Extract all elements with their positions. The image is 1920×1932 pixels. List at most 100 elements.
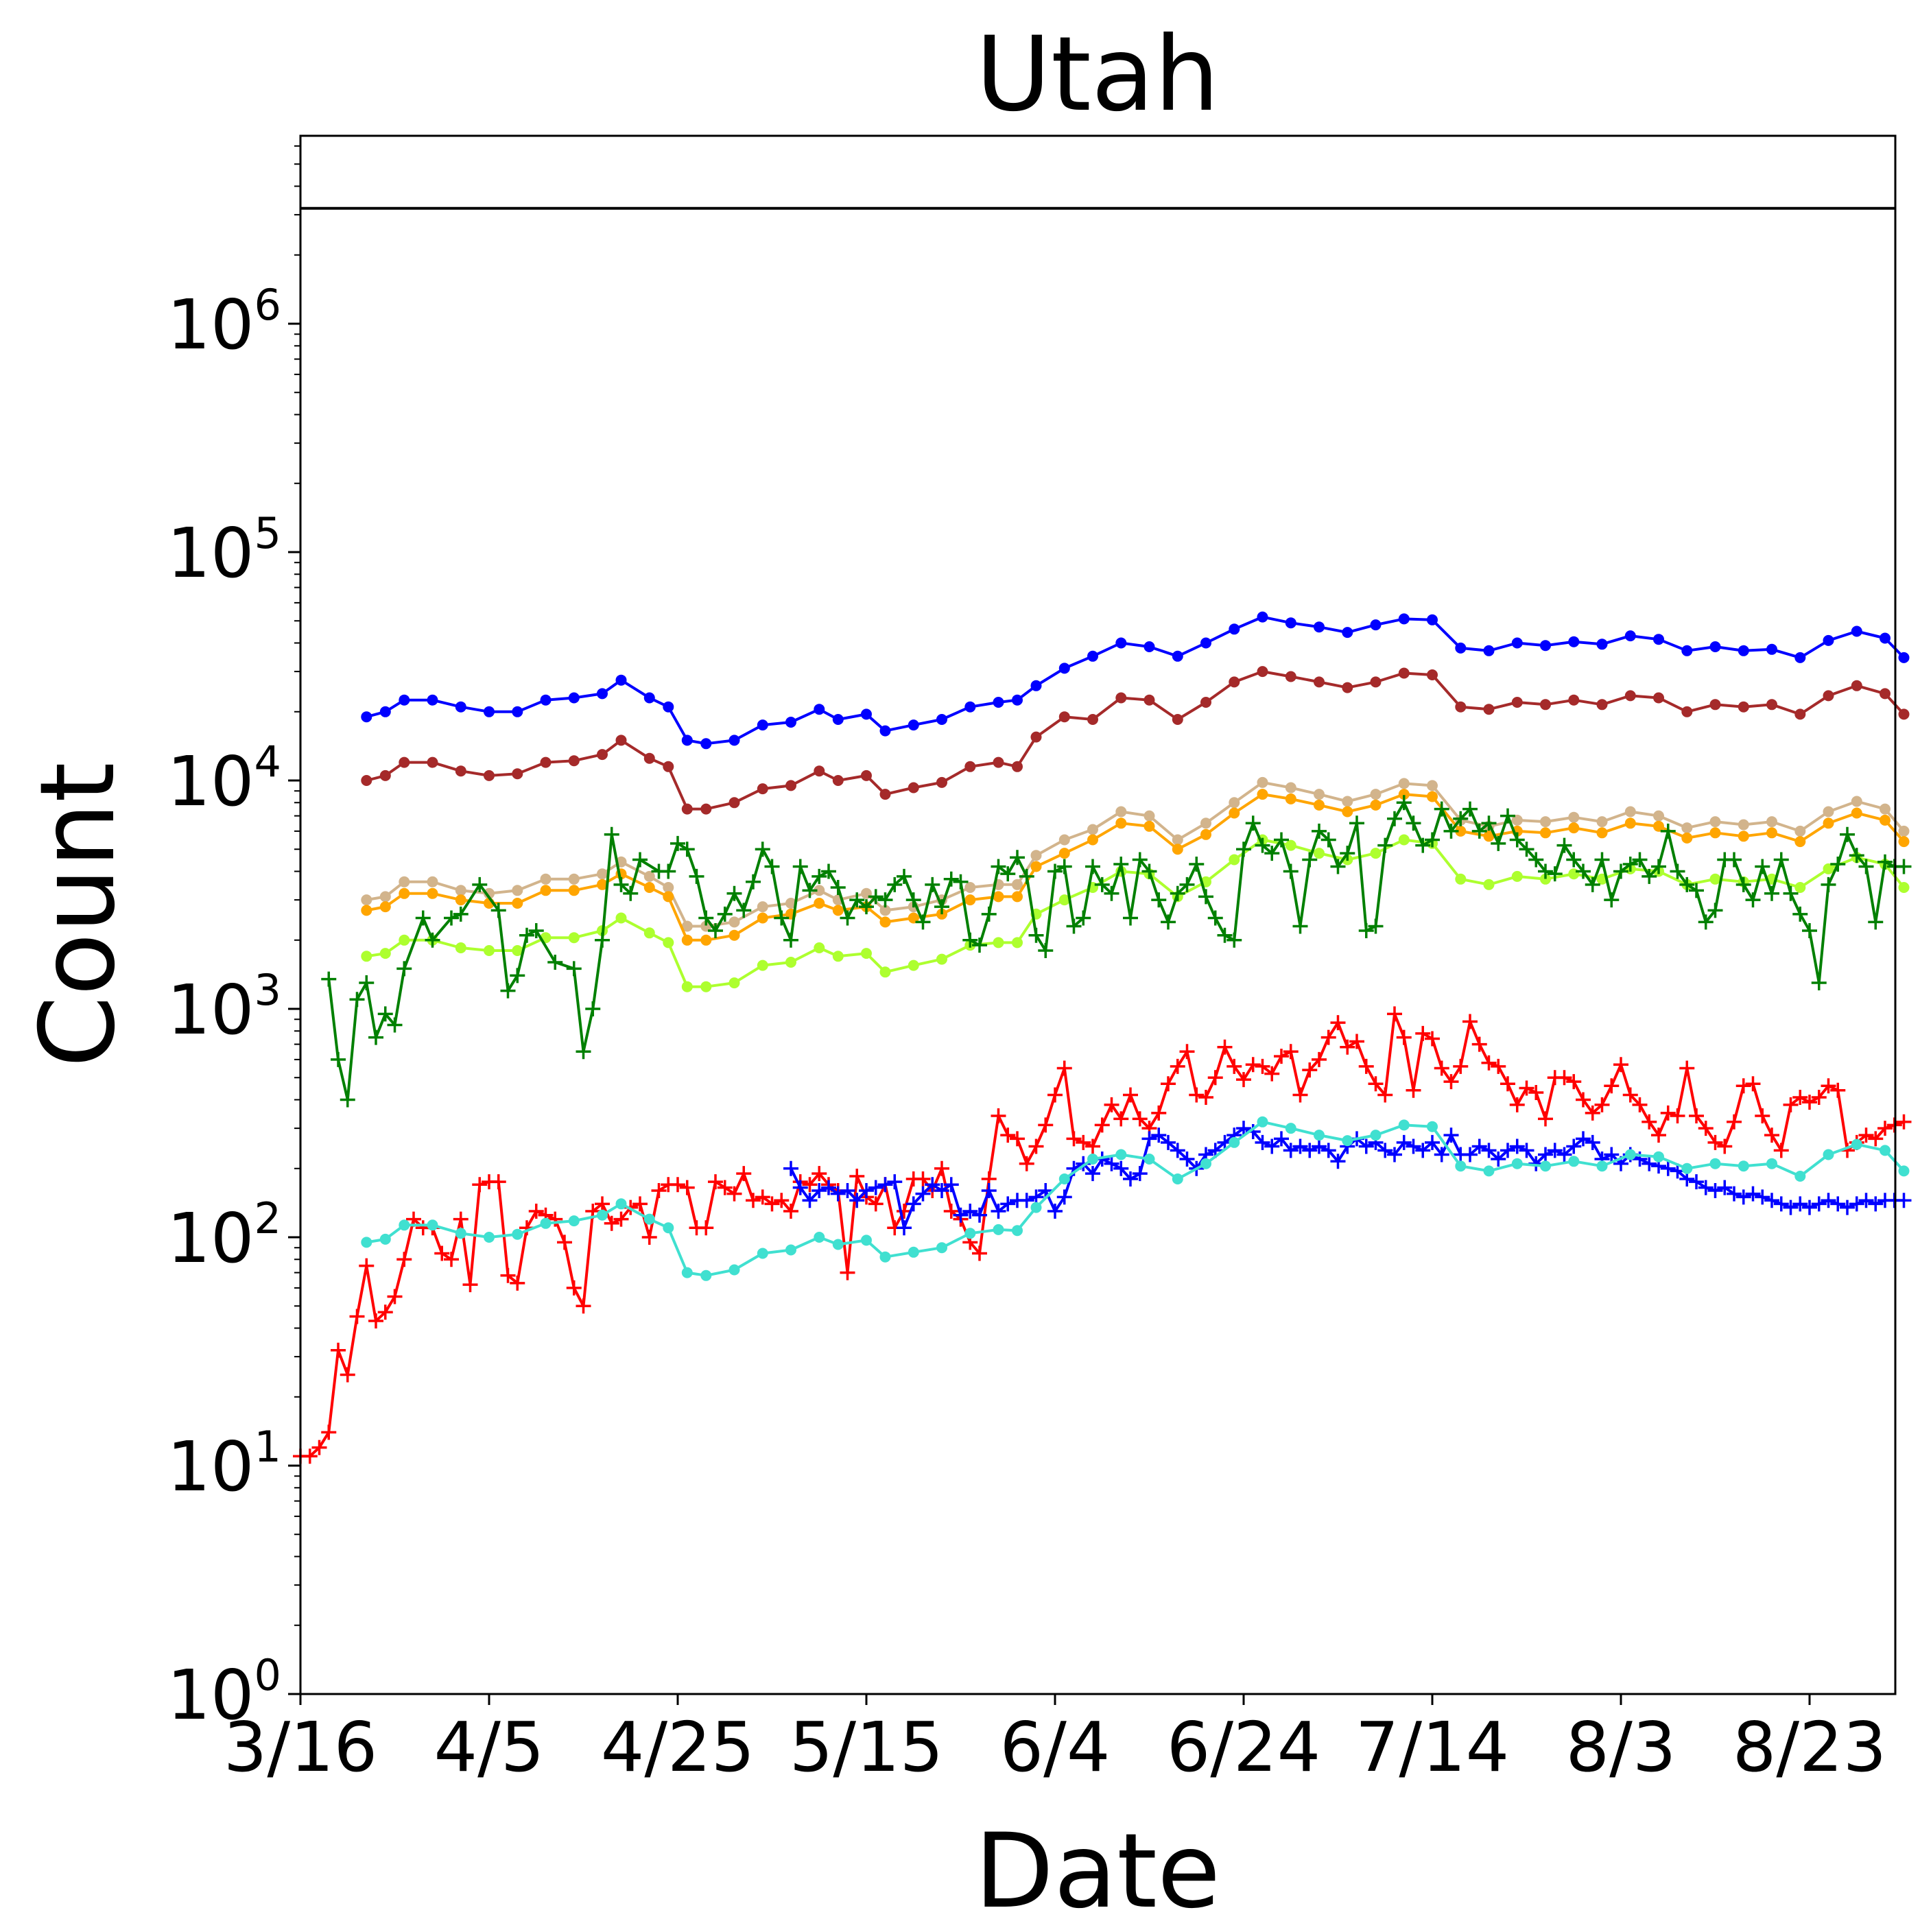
series-5-point-85 [1189,857,1205,872]
series-3-point-35 [1257,789,1268,800]
series-8-point-8 [568,1215,580,1227]
series-3-point-0 [361,905,372,916]
series-5-point-35 [717,906,733,922]
series-7-point-107 [1792,1196,1808,1212]
series-4-point-5 [484,945,495,956]
series-5-point-21 [576,1044,591,1060]
series-5-point-136 [1670,863,1685,879]
series-5-point-127 [1585,876,1600,892]
series-5-point-142 [1727,852,1742,868]
series-7-point-96 [1689,1174,1704,1190]
series-3-point-33 [1200,828,1211,840]
series-8-point-3 [427,1219,438,1231]
series-5-point-4 [359,975,375,991]
series-5-point-84 [1179,876,1195,892]
series-0-point-15 [728,735,740,746]
series-6-point-99 [1226,1058,1242,1074]
series-5-point-121 [1528,852,1544,868]
series-6-point-121 [1434,1060,1449,1076]
series-5-point-33 [698,910,714,926]
series-4-point-13 [681,981,693,992]
series-7-point-20 [972,1207,987,1223]
series-5-point-34 [708,922,723,938]
series-6-point-141 [1622,1087,1638,1103]
series-1-point-1 [379,770,391,781]
series-6-point-125 [1471,1036,1487,1052]
series-6-point-120 [1425,1031,1440,1047]
series-1-point-35 [1257,666,1268,678]
series-6-point-78 [1028,1138,1044,1154]
series-6-point-158 [1783,1097,1799,1112]
series-6-point-106 [1292,1087,1308,1103]
series-1-point-39 [1370,676,1382,688]
series-3-point-25 [993,891,1004,903]
series-3-point-16 [757,912,768,924]
series-1-point-43 [1483,704,1495,715]
series-2-point-13 [681,920,693,932]
series-6-point-25 [528,1204,544,1219]
series-2-point-12 [663,882,674,893]
series-2-point-30 [1115,806,1127,818]
series-5-point-29 [661,863,676,879]
series-6-point-114 [1368,1076,1384,1092]
series-3-point-41 [1427,791,1438,802]
series-5-point-137 [1679,876,1695,892]
series-5-point-72 [1066,918,1082,934]
series-0-point-6 [512,706,523,717]
series-5-point-25 [613,876,629,892]
series-1-point-36 [1285,671,1296,682]
series-7-point-1 [792,1180,808,1195]
series-0-point-23 [936,714,947,725]
series-3-point-57 [1880,814,1891,826]
series-4-point-4 [455,942,466,953]
series-1-point-27 [1030,731,1042,743]
series-7-point-14 [915,1186,931,1202]
series-5-point-95 [1283,863,1299,879]
series-6-point-136 [1576,1092,1591,1108]
series-0-point-12 [663,701,674,713]
series-1-point-13 [681,803,693,815]
series-8-point-18 [814,1232,825,1243]
series-7-point-18 [953,1207,969,1223]
series-5-point-93 [1264,846,1280,861]
series-5-point-91 [1245,815,1261,831]
series-0-point-38 [1342,627,1353,639]
series-4-point-34 [1229,854,1240,866]
series-3-point-4 [455,894,466,906]
series-8-point-26 [1012,1225,1023,1237]
series-5-point-39 [755,842,770,857]
series-8-point-29 [1087,1154,1098,1165]
series-5-point-118 [1500,808,1515,824]
series-7-point-75 [1491,1151,1506,1167]
series-5-point-83 [1170,885,1185,901]
series-8-point-35 [1257,1116,1268,1128]
series-1-point-3 [427,756,438,768]
series-0-point-16 [757,719,768,731]
series-6-point-146 [1670,1108,1685,1124]
series-1-point-45 [1540,699,1551,711]
series-2-point-44 [1511,814,1523,826]
series-6-point-128 [1500,1076,1515,1092]
x-tick-label-7: 8/3 [1566,1707,1676,1787]
series-2-point-11 [643,870,655,882]
series-7-point-81 [1547,1143,1563,1158]
series-5-point-56 [915,914,931,930]
series-4-point-2 [399,934,410,946]
series-1-point-17 [785,780,796,791]
series-0-point-20 [861,708,872,720]
series-4-point-19 [832,951,844,962]
series-6-point-77 [1019,1156,1034,1171]
series-8-point-32 [1172,1173,1183,1184]
series-1-point-56 [1851,680,1862,691]
series-4-point-10 [615,912,627,924]
series-5-point-19 [547,955,563,970]
series-6-point-58 [840,1265,855,1280]
series-5-point-157 [1868,914,1884,930]
series-1-point-30 [1115,692,1127,704]
series-7-point-28 [1047,1204,1063,1219]
series-3-point-53 [1766,827,1777,839]
series-6-point-22 [500,1267,516,1283]
series-3-point-38 [1342,806,1353,818]
y-tick-label-6: 106 [167,280,281,365]
series-7-point-35 [1113,1160,1129,1176]
